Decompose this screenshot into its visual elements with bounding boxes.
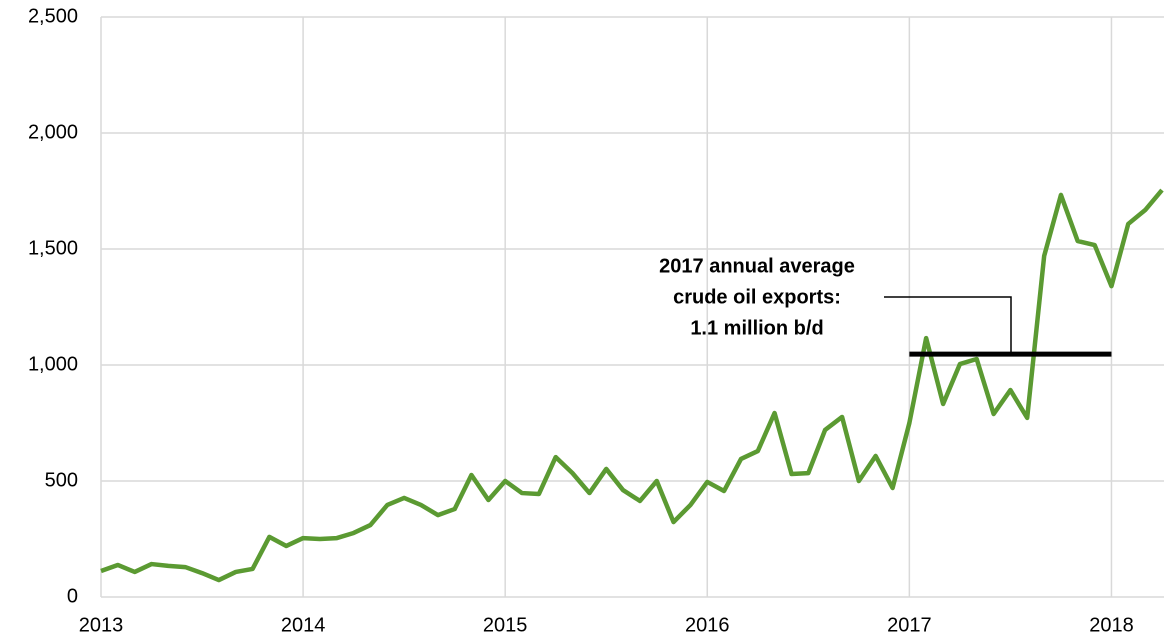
x-tick-label: 2015 <box>483 614 528 636</box>
annotation-line: crude oil exports: <box>673 286 841 308</box>
x-tick-label: 2016 <box>685 614 730 636</box>
y-tick-label: 0 <box>67 585 78 607</box>
annotation-line: 1.1 million b/d <box>690 317 823 339</box>
annotation-line: 2017 annual average <box>659 255 855 277</box>
y-tick-label: 1,500 <box>28 237 78 259</box>
leader-line <box>884 296 1012 352</box>
y-tick-label: 2,500 <box>28 5 78 27</box>
x-tick-label: 2017 <box>887 614 932 636</box>
annotation: 2017 annual average crude oil exports: 1… <box>659 255 1112 357</box>
y-tick-label: 500 <box>45 469 78 491</box>
x-tick-label: 2013 <box>79 614 124 636</box>
y-tick-label: 1,000 <box>28 353 78 375</box>
x-tick-label: 2014 <box>281 614 326 636</box>
data-line <box>100 188 1164 583</box>
x-tick-label: 2018 <box>1089 614 1134 636</box>
y-tick-label: 2,000 <box>28 121 78 143</box>
